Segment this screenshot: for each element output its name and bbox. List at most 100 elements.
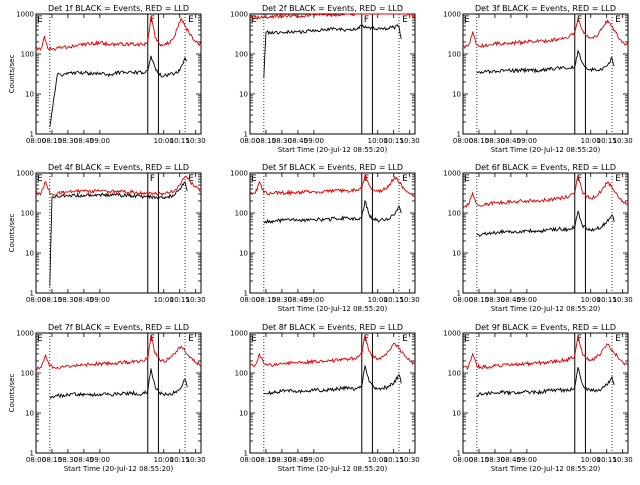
y-tick-label: 100 (21, 210, 34, 218)
x-tick-label: 08:15 (256, 137, 276, 145)
x-tick-label: 10:30 (186, 456, 206, 464)
interval-marker-label: E (615, 334, 621, 344)
y-tick-label: 1 (244, 290, 248, 298)
x-tick-label: 08:30 (485, 137, 505, 145)
x-tick-label: 09:00 (517, 137, 537, 145)
chart-panel-3: Det 3f BLACK = Events, RED = LLD 1 10 100 10… (443, 4, 633, 154)
interval-marker-label: F (577, 334, 582, 344)
y-tick-label: 100 (448, 370, 461, 378)
x-tick-label: 08:30 (58, 137, 78, 145)
events-series-line (476, 49, 615, 75)
y-tick-label: 10 (25, 250, 34, 258)
x-tick-label: 08:15 (469, 137, 489, 145)
chart-panel-2: Det 2f BLACK = Events, RED = LLD 1 10 100 10… (230, 4, 420, 154)
x-tick-label: 10:30 (613, 296, 633, 304)
y-tick-label: 10 (25, 91, 34, 99)
x-tick-label: 10:00 (154, 137, 174, 145)
x-tick-label: 08:30 (485, 456, 505, 464)
interval-marker-label: E (402, 15, 408, 25)
y-tick-label: 1000 (230, 330, 248, 338)
y-tick-label: 100 (448, 210, 461, 218)
y-tick-label: 10 (239, 410, 248, 418)
x-tick-label: 09:00 (304, 296, 324, 304)
y-tick-label: 100 (235, 370, 248, 378)
chart-panel-1: Det 1f BLACK = Events, RED = LLD 1 10 100 10… (8, 4, 206, 145)
interval-marker-label: E (251, 174, 257, 184)
chart-panel-9: Det 9f BLACK = Events, RED = LLD 1 10 100 10… (443, 323, 633, 473)
interval-marker-label: F (150, 15, 155, 25)
y-tick-label: 10 (452, 410, 461, 418)
x-axis-label: Start Time (20-Jul-12 08:55:20) (278, 146, 388, 154)
x-tick-label: 09:00 (517, 456, 537, 464)
interval-marker-label: F (150, 174, 155, 184)
x-tick-label: 09:00 (90, 137, 110, 145)
x-tick-label: 08:15 (469, 456, 489, 464)
y-tick-label: 10 (25, 410, 34, 418)
x-tick-label: 08:45 (288, 296, 308, 304)
x-tick-label: 08:15 (42, 137, 62, 145)
y-tick-label: 1 (30, 290, 34, 298)
lld-series-line (462, 174, 629, 208)
x-tick-label: 10:15 (384, 137, 404, 145)
y-tick-label: 1000 (443, 11, 461, 19)
x-tick-label: 10:00 (154, 296, 174, 304)
x-tick-label: 08:00 (26, 137, 46, 145)
x-tick-label: 10:00 (368, 137, 388, 145)
x-tick-label: 08:15 (42, 296, 62, 304)
x-tick-label: 08:45 (74, 296, 94, 304)
chart-panel-8: Det 8f BLACK = Events, RED = LLD 1 10 100 10… (230, 323, 420, 473)
y-axis-label: Counts/sec (8, 374, 16, 413)
interval-marker-label: E (37, 15, 43, 25)
x-tick-label: 10:30 (186, 296, 206, 304)
x-tick-label: 08:30 (58, 456, 78, 464)
chart-title: Det 8f BLACK = Events, RED = LLD (262, 323, 403, 332)
y-axis-label: Counts/sec (8, 55, 16, 94)
x-tick-label: 10:00 (368, 296, 388, 304)
y-tick-label: 10 (239, 91, 248, 99)
events-series-line (49, 181, 188, 287)
y-tick-label: 1 (30, 450, 34, 458)
x-tick-label: 10:15 (384, 296, 404, 304)
chart-title: Det 4f BLACK = Events, RED = LLD (48, 163, 189, 172)
plot-frame (462, 332, 629, 454)
interval-marker-label: E (402, 174, 408, 184)
chart-title: Det 6f BLACK = Events, RED = LLD (475, 163, 616, 172)
lld-series-line (462, 334, 629, 371)
x-tick-label: 10:30 (186, 137, 206, 145)
interval-marker-label: E (402, 334, 408, 344)
interval-marker-label: E (464, 334, 470, 344)
chart-title: Det 2f BLACK = Events, RED = LLD (262, 4, 403, 13)
chart-title: Det 3f BLACK = Events, RED = LLD (475, 4, 616, 13)
x-tick-label: 08:45 (288, 456, 308, 464)
x-tick-label: 10:15 (170, 296, 190, 304)
interval-marker-label: E (251, 15, 257, 25)
x-tick-label: 09:00 (304, 456, 324, 464)
x-tick-label: 08:45 (501, 296, 521, 304)
events-series-line (263, 24, 402, 79)
chart-title: Det 1f BLACK = Events, RED = LLD (48, 4, 189, 13)
interval-marker-label: E (188, 174, 194, 184)
x-axis-label: Start Time (20-Jul-12 08:55:20) (64, 465, 174, 473)
x-tick-label: 08:45 (288, 137, 308, 145)
y-tick-label: 1 (244, 450, 248, 458)
interval-marker-label: E (464, 15, 470, 25)
x-tick-label: 08:15 (256, 456, 276, 464)
interval-marker-label: E (464, 174, 470, 184)
chart-title: Det 5f BLACK = Events, RED = LLD (262, 163, 403, 172)
x-tick-label: 10:00 (154, 456, 174, 464)
x-axis-label: Start Time (20-Jul-12 08:55:20) (278, 465, 388, 473)
events-series-line (49, 55, 188, 128)
x-tick-label: 08:00 (240, 296, 260, 304)
events-series-line (476, 367, 615, 398)
plot-frame (35, 332, 202, 454)
y-tick-label: 1 (457, 450, 461, 458)
y-tick-label: 1000 (16, 11, 34, 19)
y-tick-label: 10 (452, 250, 461, 258)
chart-panel-5: Det 5f BLACK = Events, RED = LLD 1 10 100 10… (230, 163, 420, 313)
lld-series-line (250, 12, 416, 21)
y-tick-label: 1 (30, 131, 34, 139)
plot-frame (35, 13, 202, 135)
interval-marker-label: E (251, 334, 257, 344)
interval-marker-label: F (364, 15, 369, 25)
x-tick-label: 08:45 (74, 456, 94, 464)
